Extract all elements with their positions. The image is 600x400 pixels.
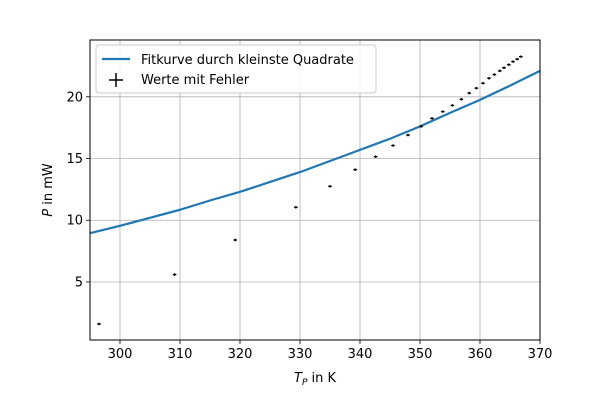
errorbar-point xyxy=(97,322,101,326)
errorbar-point xyxy=(441,110,445,113)
errorbar-point xyxy=(419,125,423,128)
legend-errorbar-label: Werte mit Fehler xyxy=(141,73,250,88)
x-tick-label: 310 xyxy=(168,347,193,362)
x-tick-label: 320 xyxy=(228,347,253,362)
y-tick-label: 15 xyxy=(66,152,83,167)
legend-fit-label: Fitkurve durch kleinste Quadrate xyxy=(141,53,354,68)
legend-errorbar-swatch xyxy=(109,73,123,87)
x-axis-label-sub: P xyxy=(302,378,308,388)
y-tick-label: 10 xyxy=(66,214,83,229)
errorbar-point xyxy=(511,60,515,63)
errorbar-point xyxy=(502,66,506,70)
errorbar-point xyxy=(172,273,177,276)
x-tick-label: 330 xyxy=(288,347,313,362)
errorbar-point xyxy=(498,69,502,73)
y-tick-label: 5 xyxy=(75,275,83,290)
x-tick-label: 370 xyxy=(528,347,553,362)
y-axis-label: P in mW xyxy=(41,163,56,217)
errorbar-point xyxy=(294,206,298,209)
errorbar-point xyxy=(492,73,497,76)
x-tick-label: 350 xyxy=(408,347,433,362)
y-axis-label-main: P xyxy=(41,209,56,217)
x-tick-label: 340 xyxy=(348,347,373,362)
errorbar-point xyxy=(233,238,237,242)
errorbar-point xyxy=(391,144,395,147)
errorbar-point xyxy=(474,86,479,90)
errorbar-point xyxy=(430,117,434,120)
errorbar-point xyxy=(450,104,455,107)
errorbar-point xyxy=(487,77,491,80)
errorbar-point xyxy=(328,185,332,188)
errorbar-point xyxy=(373,155,378,158)
x-axis-label-main: T xyxy=(294,371,303,386)
x-axis-label: TP in K xyxy=(294,371,337,388)
errorbar-point xyxy=(515,57,519,61)
errorbar-point xyxy=(481,81,485,85)
y-axis-label-rest: in mW xyxy=(41,163,56,209)
errorbar-point xyxy=(406,133,410,137)
fit-curve-line xyxy=(89,69,541,235)
errorbar-point xyxy=(507,63,511,66)
errorbar-point xyxy=(459,98,464,101)
x-axis-label-rest: in K xyxy=(307,371,336,386)
ticks: 300 310 320 330 340 350 360 370 5 10 15 20 xyxy=(66,90,552,362)
data-layer xyxy=(89,55,541,326)
errorbar-point xyxy=(353,168,357,171)
plot-frame xyxy=(89,39,541,341)
y-tick-label: 20 xyxy=(66,90,83,105)
errorbar-point xyxy=(519,55,523,58)
errorbar-point xyxy=(467,91,471,95)
legend-box xyxy=(95,44,377,94)
legend: Fitkurve durch kleinste Quadrate Werte m… xyxy=(95,44,377,94)
x-tick-label: 360 xyxy=(468,347,493,362)
x-tick-label: 300 xyxy=(108,347,133,362)
